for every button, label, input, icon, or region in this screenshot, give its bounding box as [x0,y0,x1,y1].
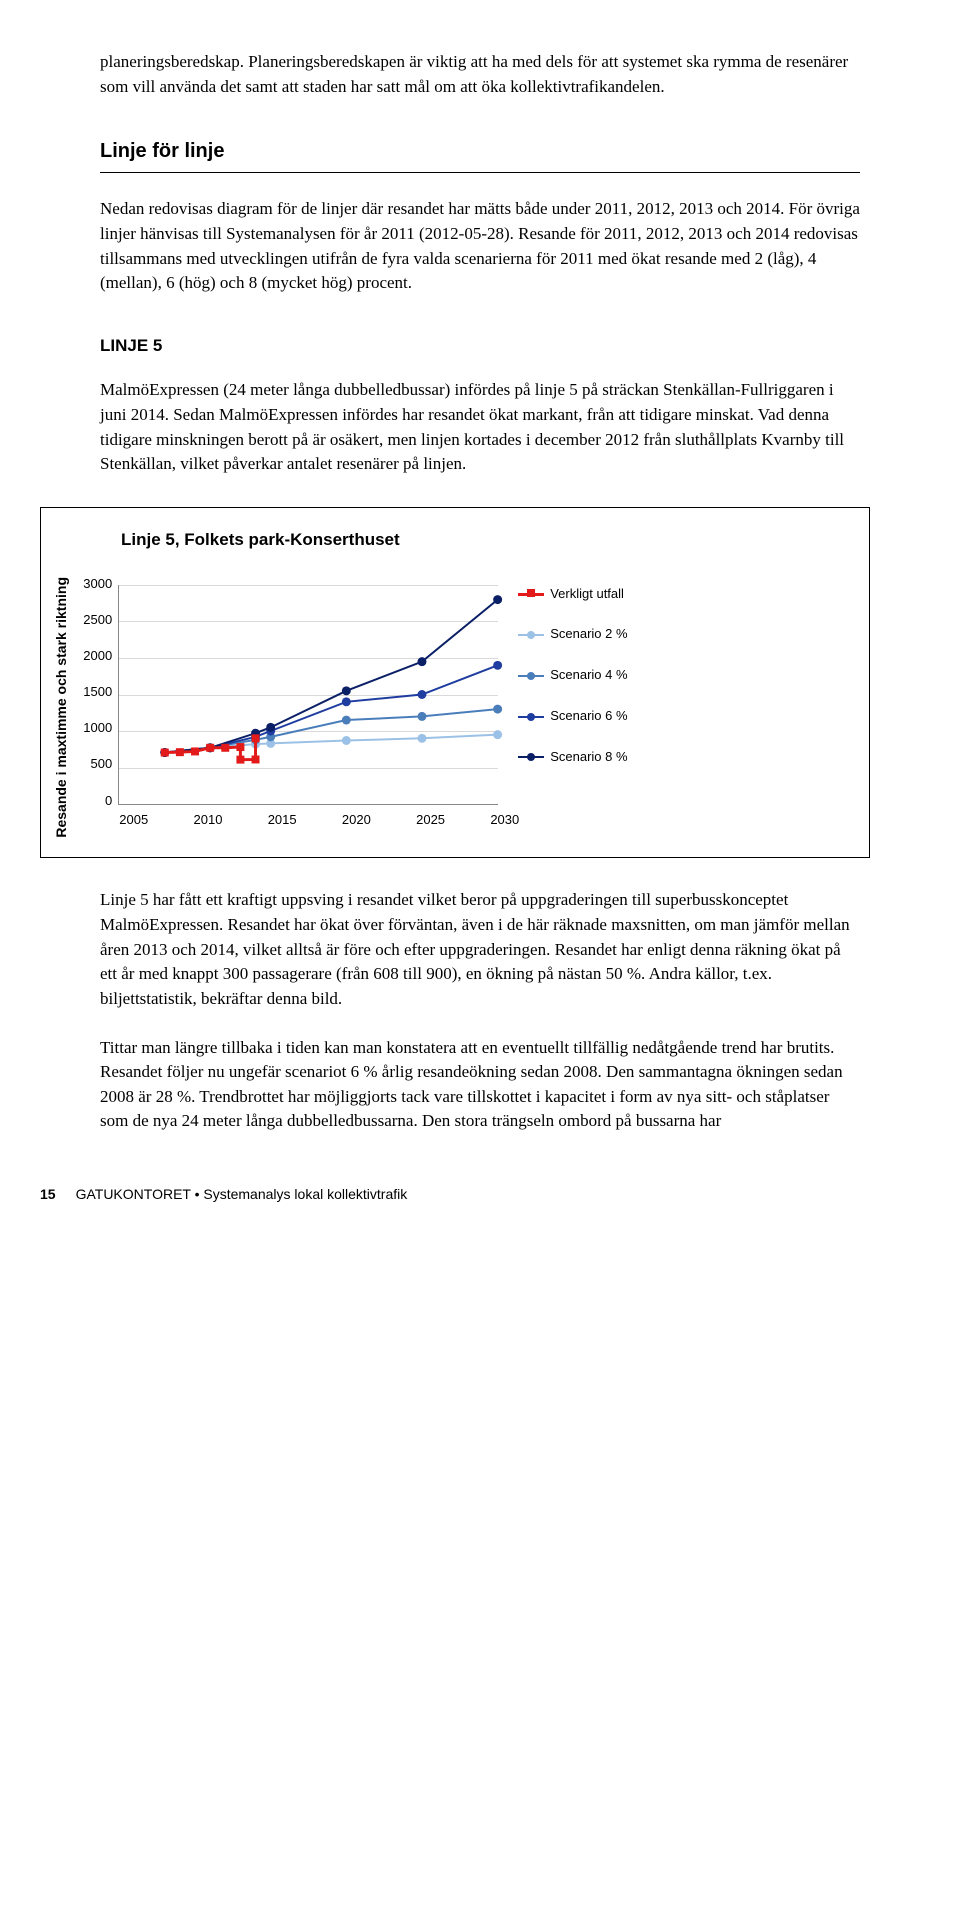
legend-item: Scenario 4 % [518,666,627,685]
chart-y-axis-label: Resande i maxtimme och stark riktning [51,577,71,838]
chart-y-tick: 2000 [83,649,112,662]
chart-x-tick: 2025 [416,811,445,830]
sub-heading-linje-5: LINJE 5 [100,334,860,359]
chart-y-tick: 0 [83,794,112,807]
chart-legend: Verkligt utfall Scenario 2 % Scenario 4 % S… [518,585,627,767]
conclusion-paragraph-2: Tittar man längre tillbaka i tiden kan m… [100,1036,860,1135]
chart-title: Linje 5, Folkets park-Konserthuset [121,528,849,553]
legend-label: Verkligt utfall [550,585,624,604]
footer-text: GATUKONTORET • Systemanalys lokal kollek… [76,1186,408,1202]
section-paragraph: Nedan redovisas diagram för de linjer dä… [100,197,860,296]
legend-swatch [518,716,544,718]
chart-y-tick: 3000 [83,577,112,590]
legend-swatch [518,675,544,677]
intro-paragraph: planeringsberedskap. Planeringsberedskap… [100,50,860,99]
footer-page-number: 15 [40,1186,56,1202]
legend-swatch [518,756,544,758]
chart-x-tick: 2030 [490,811,519,830]
legend-swatch [518,593,544,596]
chart-x-tick: 2020 [342,811,371,830]
chart-x-tick: 2010 [194,811,223,830]
section-heading-linje-for-linje: Linje för linje [100,137,860,173]
chart-x-tick: 2015 [268,811,297,830]
chart-x-ticks: 2005 2010 2015 2020 2025 2030 [119,811,519,830]
legend-item: Verkligt utfall [518,585,627,604]
legend-item: Scenario 8 % [518,748,627,767]
chart-y-tick: 1500 [83,685,112,698]
chart-y-tick: 500 [83,757,112,770]
legend-label: Scenario 8 % [550,748,627,767]
legend-item: Scenario 6 % [518,707,627,726]
legend-label: Scenario 6 % [550,707,627,726]
chart-x-tick: 2005 [119,811,148,830]
legend-swatch [518,634,544,636]
chart-linje-5: Linje 5, Folkets park-Konserthuset Resan… [40,507,870,858]
page-footer: 15 GATUKONTORET • Systemanalys lokal koll… [40,1184,860,1204]
chart-y-tick: 1000 [83,721,112,734]
linje5-paragraph: MalmöExpressen (24 meter långa dubbelled… [100,378,860,477]
chart-plot-area [118,585,498,805]
legend-label: Scenario 2 % [550,625,627,644]
chart-y-tick: 2500 [83,613,112,626]
legend-label: Scenario 4 % [550,666,627,685]
conclusion-paragraph-1: Linje 5 har fått ett kraftigt uppsving i… [100,888,860,1011]
legend-item: Scenario 2 % [518,625,627,644]
chart-y-ticks: 3000 2500 2000 1500 1000 500 0 [83,577,118,807]
chart-svg [119,585,498,804]
